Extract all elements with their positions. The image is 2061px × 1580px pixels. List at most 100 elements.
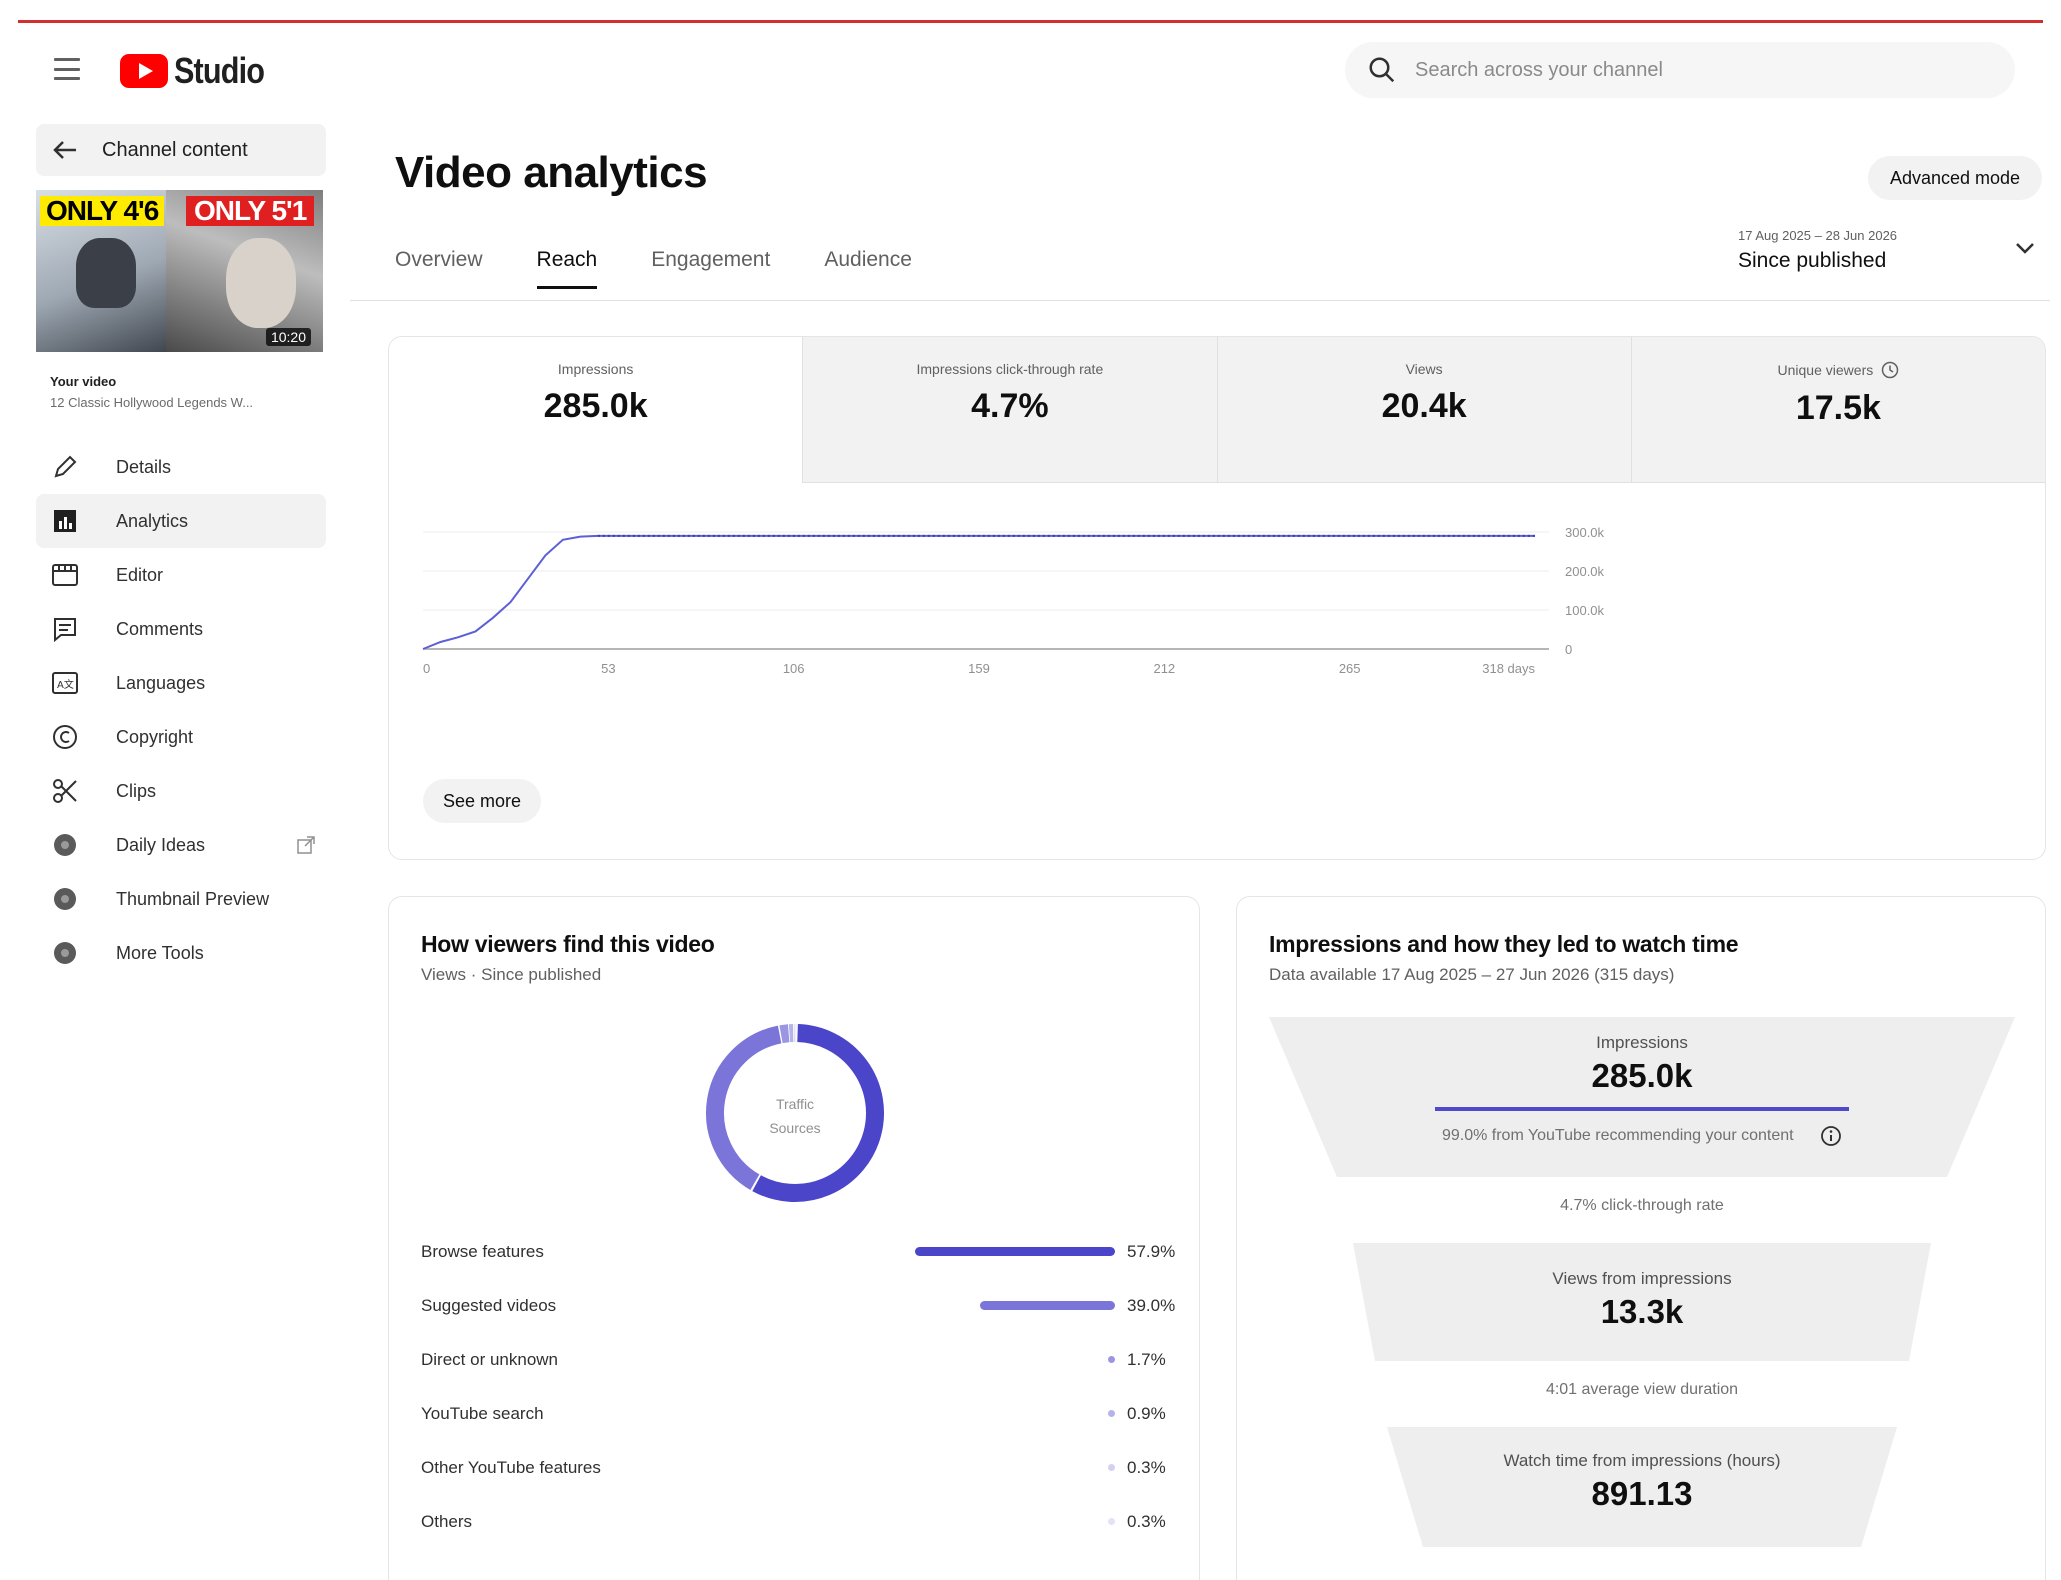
traffic-source-row[interactable]: Browse features 57.9%	[421, 1225, 1181, 1279]
watch-time-value: 891.13	[1591, 1475, 1693, 1512]
sidebar-item-daily-ideas[interactable]: Daily Ideas	[36, 818, 326, 872]
search-box[interactable]	[1345, 42, 2015, 98]
traffic-source-row[interactable]: YouTube search 0.9%	[421, 1387, 1181, 1441]
thumbnail-right-text: ONLY 5'1	[186, 196, 315, 226]
x-tick-label: 0	[423, 661, 430, 676]
impressions-series-line[interactable]	[422, 534, 1535, 650]
sidebar-item-label: Copyright	[116, 726, 194, 747]
card-subtitle: Views · Since published	[421, 965, 602, 984]
sidebar-nav: Details Analytics Editor Comments A文 Lan…	[36, 440, 326, 980]
sidebar-item-languages[interactable]: A文 Languages	[36, 656, 326, 710]
date-range-selector[interactable]: 17 Aug 2025 – 28 Jun 2026 Since publishe…	[1738, 228, 1897, 273]
sidebar-item-label: Thumbnail Preview	[116, 888, 270, 909]
x-tick-label: 265	[1339, 661, 1361, 676]
sidebar-item-comments[interactable]: Comments	[36, 602, 326, 656]
sidebar-item-clips[interactable]: Clips	[36, 764, 326, 818]
video-title: 12 Classic Hollywood Legends W...	[50, 395, 254, 410]
copyright-icon	[50, 722, 80, 752]
x-tick-label: 106	[783, 661, 805, 676]
traffic-source-name: Browse features	[421, 1242, 544, 1261]
tab-engagement[interactable]: Engagement	[651, 248, 771, 271]
thumbnail-figure-right	[226, 238, 296, 328]
donut-label-1: Traffic	[776, 1096, 814, 1112]
traffic-source-name: YouTube search	[421, 1404, 544, 1423]
see-more-button[interactable]: See more	[423, 779, 542, 823]
clock-info-icon[interactable]	[1881, 361, 1899, 379]
metric-value: 17.5k	[1795, 389, 1881, 427]
svg-text:A文: A文	[57, 678, 74, 691]
search-input[interactable]	[1415, 58, 1975, 82]
traffic-source-pct: 0.9%	[1127, 1404, 1166, 1423]
arrow-left-icon	[53, 141, 76, 159]
advanced-mode-button[interactable]: Advanced mode	[1868, 156, 2042, 200]
metric-views[interactable]: Views 20.4k	[1217, 337, 1632, 483]
impressions-line-chart: 0 100.0k 200.0k 300.0k 0 53 106 159 212 265 318 da…	[422, 525, 1605, 676]
channel-content-back-button[interactable]: Channel content	[36, 124, 326, 176]
analytics-tabs: Overview Reach Engagement Audience	[395, 248, 966, 289]
tabs-divider	[350, 300, 2050, 301]
sidebar-item-label: Daily Ideas	[116, 834, 206, 855]
sidebar-item-editor[interactable]: Editor	[36, 548, 326, 602]
info-icon[interactable]	[1820, 1125, 1842, 1147]
sidebar-item-copyright[interactable]: Copyright	[36, 710, 326, 764]
studio-logo[interactable]: Studio	[120, 50, 280, 92]
donut-slice[interactable]	[752, 1024, 884, 1202]
video-thumbnail[interactable]: ONLY 4'6 ONLY 5'1 10:20	[36, 190, 323, 352]
top-bar: Studio	[0, 30, 2061, 112]
x-tick-label: 212	[1153, 661, 1175, 676]
app-icon	[50, 938, 80, 968]
external-link-icon[interactable]	[296, 835, 316, 860]
sidebar-item-label: Analytics	[116, 510, 189, 531]
y-tick-label: 100.0k	[1565, 603, 1605, 618]
traffic-source-name: Others	[421, 1512, 473, 1531]
traffic-source-pct: 1.7%	[1127, 1350, 1166, 1369]
donut-slice[interactable]	[706, 1025, 782, 1190]
traffic-source-pct: 39.0%	[1127, 1296, 1176, 1315]
tab-reach[interactable]: Reach	[536, 248, 598, 289]
sidebar-item-analytics[interactable]: Analytics	[36, 494, 326, 548]
back-label: Channel content	[102, 138, 248, 161]
traffic-source-bar	[1108, 1518, 1115, 1525]
traffic-source-row[interactable]: Others 0.3%	[421, 1495, 1181, 1549]
metric-ctr[interactable]: Impressions click-through rate 4.7%	[803, 337, 1218, 483]
traffic-source-row[interactable]: Other YouTube features 0.3%	[421, 1441, 1181, 1495]
views-label: Views from impressions	[1552, 1269, 1732, 1288]
traffic-source-pct: 57.9%	[1127, 1242, 1176, 1261]
chevron-down-icon[interactable]	[2014, 240, 2036, 256]
comments-icon	[50, 614, 80, 644]
tab-overview[interactable]: Overview	[395, 248, 483, 271]
metric-value: 4.7%	[971, 387, 1049, 425]
traffic-source-name: Suggested videos	[421, 1296, 557, 1315]
search-icon	[1369, 57, 1395, 83]
your-video-label: Your video	[50, 374, 117, 389]
sidebar-item-label: Comments	[116, 618, 204, 639]
metric-label: Impressions click-through rate	[916, 361, 1104, 377]
sidebar-item-more-tools[interactable]: More Tools	[36, 926, 326, 980]
traffic-source-bar	[1108, 1410, 1115, 1417]
traffic-source-bar	[1108, 1356, 1115, 1363]
sidebar-item-thumbnail-preview[interactable]: Thumbnail Preview	[36, 872, 326, 926]
donut-slice[interactable]	[779, 1024, 790, 1044]
editor-icon	[50, 560, 80, 590]
pencil-icon	[50, 452, 80, 482]
metric-label: Unique viewers	[1777, 362, 1874, 378]
ctr-note: 4.7% click-through rate	[1560, 1197, 1724, 1214]
card-title: How viewers find this video	[421, 931, 715, 957]
logo-text: Studio	[174, 50, 265, 91]
sidebar-item-label: Languages	[116, 672, 206, 693]
thumbnail-left-text: ONLY 4'6	[40, 196, 165, 226]
traffic-source-row[interactable]: Suggested videos 39.0%	[421, 1279, 1181, 1333]
menu-icon[interactable]	[54, 58, 80, 80]
impressions-label: Impressions	[1596, 1033, 1688, 1052]
recommendation-note: 99.0% from YouTube recommending your con…	[1237, 1125, 2045, 1147]
metric-impressions[interactable]: Impressions 285.0k	[389, 337, 804, 483]
app-icon	[50, 884, 80, 914]
traffic-source-row[interactable]: Direct or unknown 1.7%	[421, 1333, 1181, 1387]
traffic-source-name: Other YouTube features	[421, 1458, 601, 1477]
app-icon	[50, 830, 80, 860]
tab-audience[interactable]: Audience	[824, 248, 912, 271]
sidebar-item-details[interactable]: Details	[36, 440, 326, 494]
impressions-value: 285.0k	[1591, 1057, 1693, 1094]
x-tick-label: 159	[968, 661, 990, 676]
metric-unique-viewers[interactable]: Unique viewers 17.5k	[1631, 337, 2045, 483]
